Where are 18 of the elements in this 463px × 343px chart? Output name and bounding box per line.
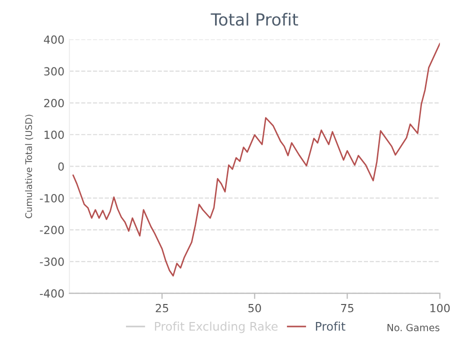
x-tick-label: 50 [248, 304, 261, 312]
y-axis-title: Cumulative Total (USD) [25, 114, 34, 218]
legend-label: Profit [316, 322, 346, 331]
x-tick-label: 100 [430, 304, 450, 312]
x-tick-label: 25 [156, 304, 168, 312]
chart-title: Total Profit [210, 12, 298, 26]
y-tick-label: -300 [40, 258, 64, 266]
x-tick-label: 75 [341, 304, 354, 312]
line-series [72, 42, 440, 277]
y-tick-label: 100 [44, 130, 64, 140]
y-tick-label: -400 [40, 289, 64, 298]
y-tick-label: 400 [44, 35, 64, 44]
y-tick-label: 300 [44, 67, 64, 76]
y-tick-label: 200 [44, 98, 64, 108]
y-tick-label: 0 [58, 162, 64, 171]
y-tick-label: -100 [40, 194, 64, 202]
y-tick-label: -200 [40, 226, 64, 234]
x-axis-title: No. Games [388, 324, 440, 332]
